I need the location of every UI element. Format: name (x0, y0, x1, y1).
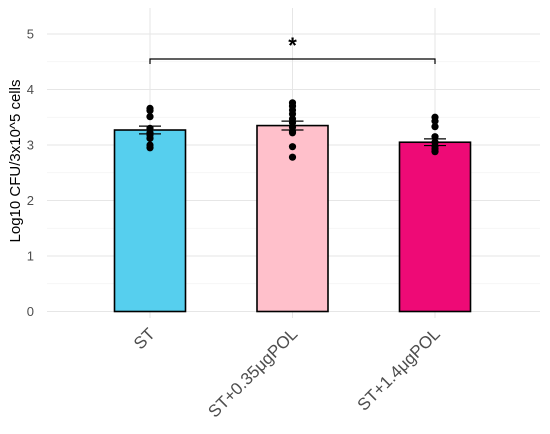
data-point (288, 129, 297, 137)
significance-bracket (149, 58, 436, 64)
y-tick-label: 5 (27, 27, 34, 42)
data-point (146, 113, 154, 121)
data-point (146, 134, 154, 142)
significance-annotation: * (149, 33, 436, 64)
bar-1 (256, 124, 329, 313)
y-tick-label: 1 (27, 249, 34, 264)
x-tick-label: ST+0.35μgPOL (204, 324, 301, 421)
y-tick-label: 0 (27, 304, 34, 319)
bars (113, 124, 472, 313)
data-point (288, 143, 297, 151)
y-axis-ticks: 0 1 2 3 4 5 (27, 27, 34, 320)
y-axis-label: Log10 CFU/3x10^5 cells (7, 80, 24, 243)
y-tick-label: 3 (27, 138, 34, 153)
x-tick-label: ST (130, 324, 159, 353)
data-point (431, 133, 439, 141)
x-tick-label: ST+1.4μgPOL (354, 324, 444, 414)
x-axis-ticks: ST ST+0.35μgPOL ST+1.4μgPOL (130, 324, 444, 421)
bar-2 (398, 141, 472, 313)
bar-0 (113, 129, 187, 313)
y-tick-label: 4 (27, 82, 34, 97)
data-points (146, 99, 439, 161)
data-point (146, 106, 154, 115)
data-point (288, 153, 297, 161)
significance-star: * (288, 33, 297, 58)
data-point (431, 123, 439, 131)
y-tick-label: 2 (27, 193, 34, 208)
data-point (288, 110, 297, 118)
data-point (431, 148, 439, 156)
data-point (431, 117, 439, 125)
data-point (146, 144, 154, 152)
